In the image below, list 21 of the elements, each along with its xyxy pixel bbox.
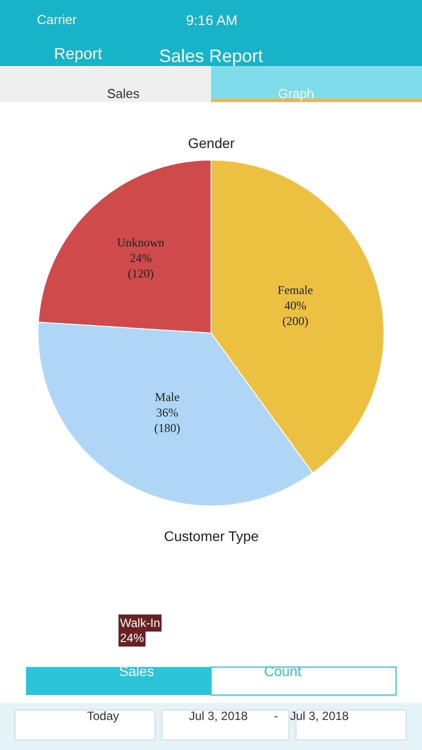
text: Carrier	[37, 12, 78, 27]
slice-label: Male	[154, 390, 180, 404]
text: Jul 3, 2018	[189, 709, 248, 723]
text: 9:16 AM	[186, 12, 238, 28]
data-label: 40% (200)	[282, 298, 308, 328]
text: Walk-In	[120, 616, 160, 630]
text: Graph	[278, 86, 314, 101]
data-label: 36% (180)	[154, 406, 180, 436]
text: -	[274, 709, 278, 723]
text: Jul 3, 2018	[290, 709, 350, 723]
text: 24%	[120, 631, 144, 645]
text: Today	[87, 709, 120, 723]
text: Sales Report	[159, 46, 264, 66]
text: Sales	[107, 86, 140, 101]
chart-title: Gender	[188, 135, 236, 151]
slice-label: Female	[278, 283, 313, 297]
text: Report	[54, 46, 103, 63]
text: Sales	[119, 663, 154, 679]
data-label: 24% (120)	[128, 251, 154, 281]
slice-label: Unknown	[117, 236, 164, 250]
text: Customer Type	[164, 528, 259, 544]
